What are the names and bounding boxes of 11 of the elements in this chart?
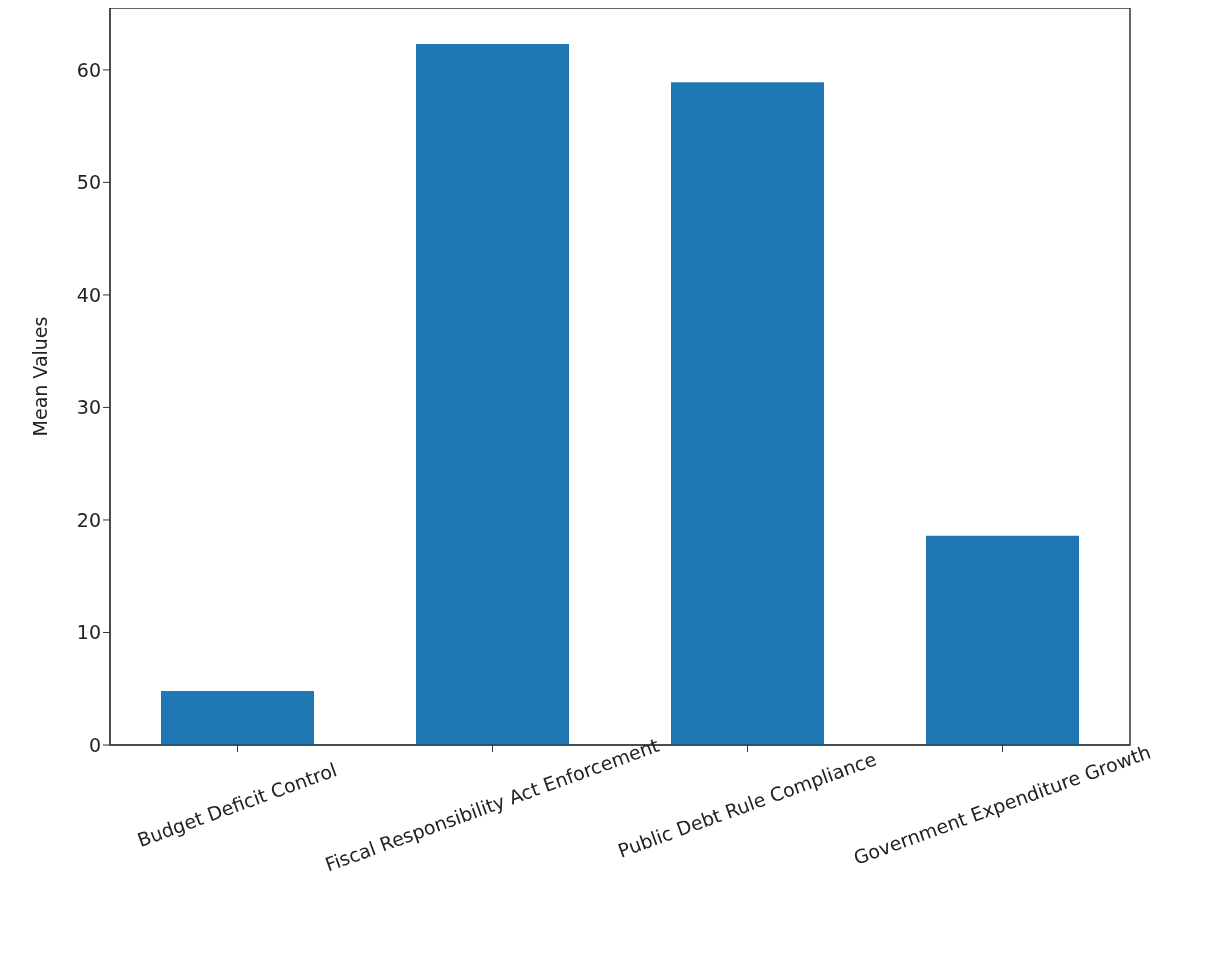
bar	[161, 690, 314, 745]
y-tick-label: 40	[76, 283, 101, 306]
y-tick-label: 50	[76, 171, 101, 194]
y-axis-title: Mean Values	[28, 316, 51, 437]
bar	[926, 535, 1079, 745]
y-tick-label: 10	[76, 621, 101, 644]
y-tick-label: 0	[88, 733, 101, 756]
y-tick-label: 20	[76, 508, 101, 531]
y-tick-label: 30	[76, 396, 101, 419]
bar	[671, 82, 824, 745]
y-tick-label: 60	[76, 58, 101, 81]
